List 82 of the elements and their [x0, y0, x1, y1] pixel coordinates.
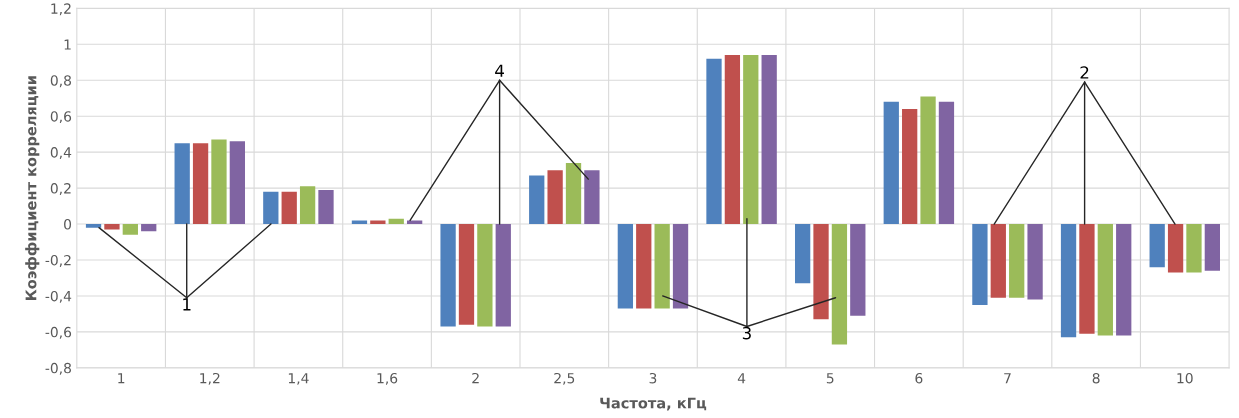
bar: [263, 191, 279, 225]
bar: [813, 224, 829, 320]
x-tick-label: 8: [1092, 372, 1100, 384]
annotation: 1: [183, 298, 191, 311]
bar: [440, 224, 456, 327]
bar: [281, 191, 297, 225]
bar: [174, 143, 190, 225]
bar: [477, 224, 493, 327]
bar: [724, 55, 741, 225]
bar: [318, 189, 334, 225]
bar: [1097, 224, 1113, 336]
bar: [706, 58, 722, 225]
bar: [972, 224, 988, 305]
y-tick-label: -0,6: [45, 326, 72, 339]
x-tick-label: 10: [1177, 372, 1193, 384]
bar: [1116, 224, 1132, 336]
bar: [370, 220, 386, 225]
bar: [672, 224, 689, 309]
y-tick-label: 1: [64, 39, 71, 50]
bar: [406, 220, 423, 225]
x-tick-label: 5: [826, 373, 834, 384]
bar: [831, 224, 848, 345]
x-tick-label: 7: [1004, 373, 1011, 384]
x-tick-label: 1,2: [200, 372, 220, 385]
bar: [761, 55, 777, 225]
x-axis-title: Частота, кГц: [600, 397, 707, 411]
bar: [458, 224, 475, 325]
bar: [654, 224, 670, 309]
bar: [1079, 224, 1095, 334]
bar: [794, 224, 811, 284]
y-tick-label: -0,4: [45, 290, 72, 303]
bar: [1204, 224, 1220, 271]
bar: [617, 224, 634, 309]
bar: [850, 224, 866, 316]
bar: [743, 55, 759, 225]
y-tick-label: -0,8: [45, 362, 72, 375]
bar: [636, 224, 652, 309]
y-tick-label: 0,6: [50, 111, 72, 124]
bar: [1060, 224, 1077, 338]
bar: [584, 170, 600, 225]
bar: [141, 224, 157, 232]
annotation: 3: [742, 326, 751, 340]
y-tick-label: -0,2: [45, 254, 71, 267]
x-tick-label: 1: [118, 373, 125, 384]
bar: [1186, 224, 1202, 273]
bar: [495, 224, 511, 327]
bar: [1027, 224, 1043, 300]
x-tick-label: 4: [737, 373, 746, 384]
bar: [1167, 224, 1184, 273]
bar: [1149, 224, 1165, 268]
y-tick-label: 0,2: [50, 183, 71, 195]
bar: [883, 101, 899, 225]
bar: [1009, 224, 1025, 298]
bar: [229, 141, 246, 225]
y-axis-title: Коэффициент корреляции: [25, 76, 40, 300]
x-tick-label: 6: [915, 372, 923, 384]
bar: [299, 186, 316, 225]
bar: [990, 224, 1006, 298]
annotation: 2: [1080, 66, 1089, 79]
x-tick-label: 1,4: [288, 373, 309, 385]
y-tick-label: 0,8: [50, 75, 72, 88]
x-tick-label: 1,6: [377, 372, 398, 385]
y-tick-label: 0,4: [50, 147, 72, 160]
bar: [529, 175, 545, 225]
annotation: 4: [495, 64, 504, 77]
y-tick-label: 0: [64, 219, 72, 230]
bar: [192, 143, 209, 225]
y-tick-label: 1,2: [51, 3, 71, 16]
bar: [388, 218, 404, 225]
x-tick-label: 3: [649, 372, 657, 384]
bar: [211, 139, 227, 225]
bar: [104, 224, 120, 230]
bar: [902, 109, 918, 225]
bar: [351, 220, 368, 225]
bar: [122, 224, 138, 235]
x-tick-label: 2: [472, 372, 479, 384]
bar: [938, 101, 955, 225]
x-tick-label: 2,5: [554, 372, 575, 385]
bar: [547, 170, 563, 225]
bar: [920, 96, 936, 225]
bar: [85, 224, 102, 228]
bar: [565, 162, 582, 225]
